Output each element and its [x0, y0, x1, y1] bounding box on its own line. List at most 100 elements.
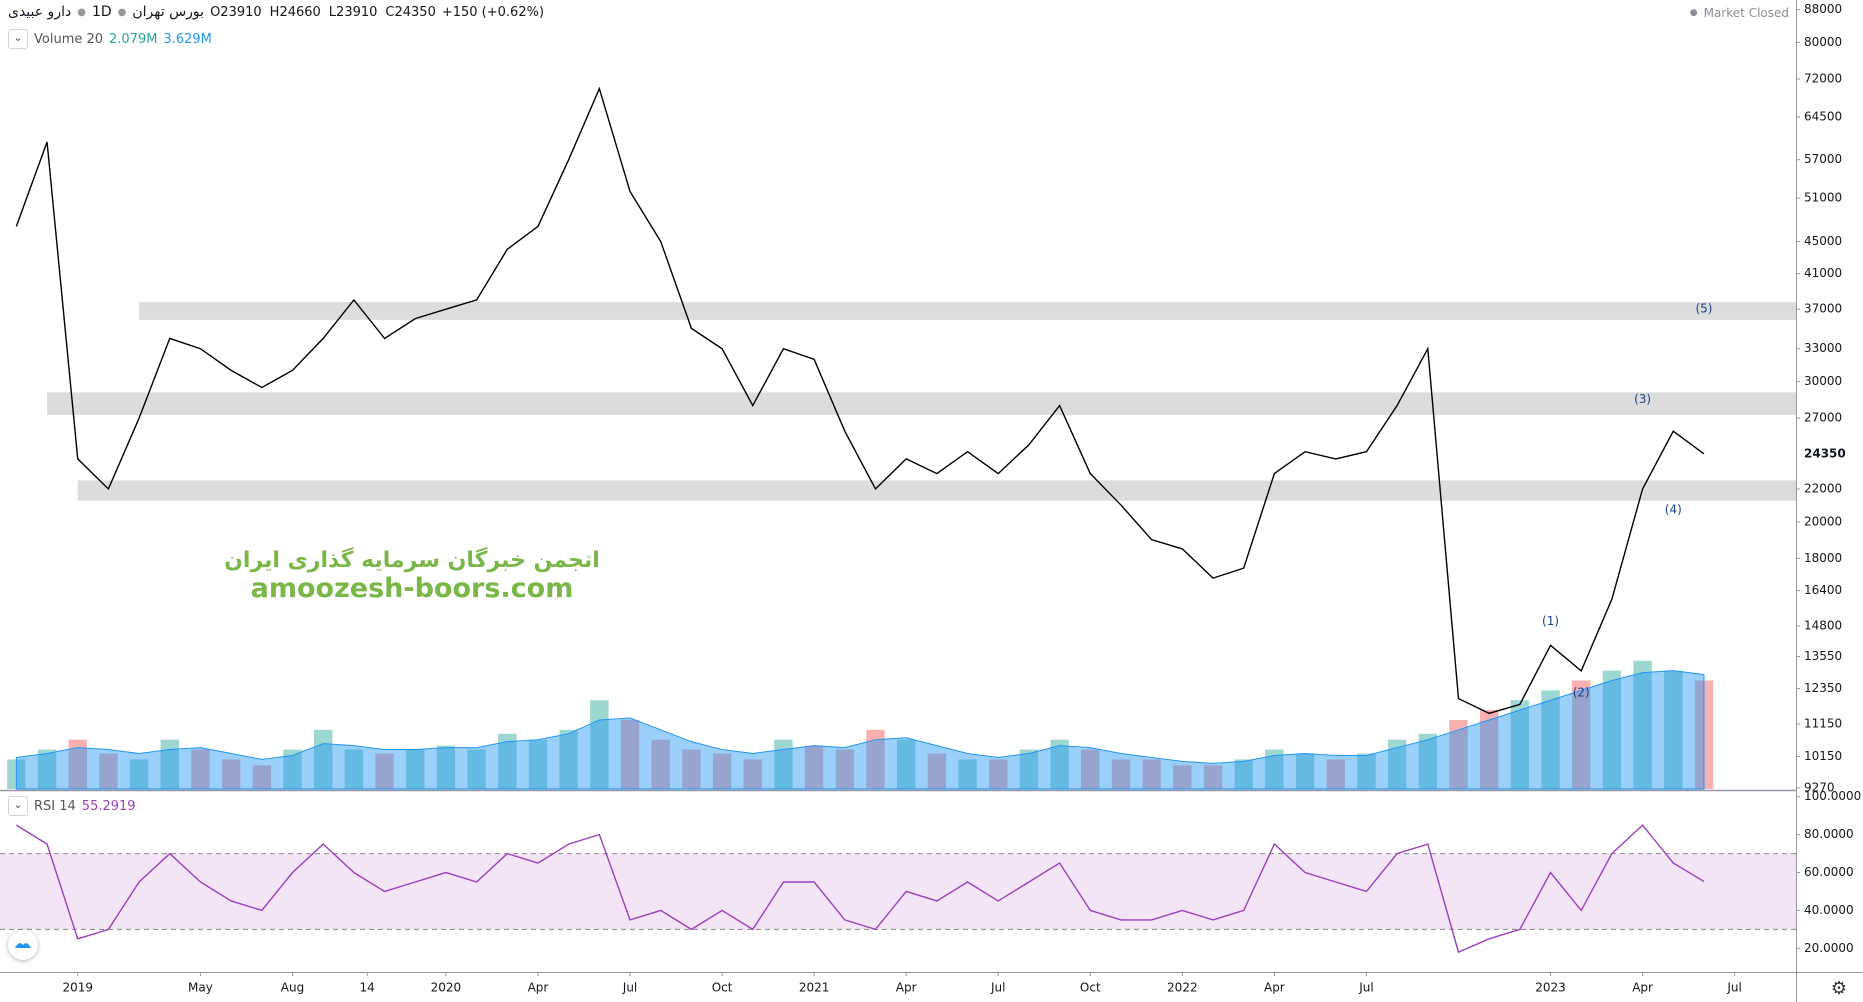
volume-bar [712, 753, 732, 789]
volume-bar [804, 745, 824, 789]
y-tick-label: 10150 [1804, 749, 1842, 763]
volume-bar [1510, 700, 1530, 789]
volume-bar [1173, 765, 1192, 789]
ohlc-item: O23910 [210, 5, 262, 20]
rsi-line [15, 824, 1705, 954]
watermark-line: amoozesh-boors.com [250, 573, 574, 604]
y-tick-label: 41000 [1804, 266, 1842, 280]
volume-bar [1664, 670, 1683, 789]
y-tick-label: 18000 [1804, 551, 1842, 565]
wave-label: (5) [1695, 302, 1712, 316]
last-price-box [1797, 444, 1863, 463]
price-axis-bg [1797, 0, 1863, 972]
volume-bar [1326, 759, 1345, 789]
price-line [15, 86, 1705, 715]
volume-bar [1234, 759, 1253, 789]
last-price-label: 24350 [1804, 446, 1846, 460]
x-tick-label: Jul [1726, 981, 1741, 995]
volume-bar [498, 733, 517, 789]
volume-bar [68, 739, 87, 789]
volume-bar [1295, 753, 1315, 789]
y-tick-label: 64500 [1804, 109, 1842, 123]
y-tick-label: 72000 [1804, 71, 1842, 85]
watermark-line: انجمن خبرگان سرمایه گذاری ایران [224, 548, 600, 573]
y-tick-label: 11150 [1804, 717, 1842, 731]
volume-bar [682, 749, 701, 789]
x-tick-label: Apr [528, 981, 549, 995]
volume-bar [191, 749, 210, 789]
y-tick-label: 100.0000 [1804, 789, 1861, 803]
volume-bar [1081, 749, 1100, 789]
volume-bar [252, 765, 272, 789]
y-tick-label: 60.0000 [1804, 865, 1854, 879]
volume-bar [1479, 710, 1499, 789]
ohlc-key: O [210, 4, 221, 20]
y-tick-label: 33000 [1804, 341, 1842, 355]
y-tick-label: 40.0000 [1804, 903, 1854, 917]
exchange: بورس تهران [132, 4, 205, 20]
x-tick-label: Jul [990, 981, 1005, 995]
y-tick-label: 37000 [1804, 302, 1842, 316]
volume-bar [1111, 759, 1131, 789]
volume-bar [927, 753, 947, 789]
ohlc-item: C24350 [385, 5, 435, 20]
x-tick-label: Oct [712, 981, 733, 995]
x-tick-label: 2023 [1535, 981, 1566, 995]
wave-label: (3) [1634, 392, 1651, 406]
ohlc-value: 23910 [220, 4, 262, 20]
wave-label: (4) [1665, 503, 1682, 517]
zone [47, 392, 1796, 415]
x-tick-label: 2020 [431, 981, 462, 995]
wave-label: (1) [1542, 614, 1559, 628]
ohlc-value: 24660 [279, 4, 321, 20]
volume-bar [313, 729, 333, 789]
y-tick-label: 80000 [1804, 35, 1842, 49]
y-tick-label: 16400 [1804, 583, 1842, 597]
volume-bar [743, 759, 762, 789]
volume-bar [99, 753, 118, 789]
x-tick-label: 2021 [799, 981, 830, 995]
volume-bar [37, 749, 57, 789]
ohlc-value: 24350 [394, 4, 436, 20]
ohlc: O23910 H24660 L23910 C24350 [210, 5, 436, 20]
ohlc-key: C [385, 4, 395, 20]
collapse-button[interactable]: ⌄ [8, 29, 28, 49]
volume-bar [528, 739, 548, 789]
settings-button[interactable]: ⚙ [1830, 978, 1847, 999]
y-tick-label: 9270 [1804, 780, 1835, 794]
interval[interactable]: 1D [91, 4, 112, 20]
y-tick-label: 12350 [1804, 681, 1842, 695]
volume-legend: ⌄ Volume 20 2.079M 3.629M [8, 29, 212, 49]
symbol-legend: دارو عبیدی ● 1D ● بورس تهران O23910 H24660 L… [8, 4, 545, 20]
change: +150 (+0.62%) [441, 4, 545, 20]
ohlc-key: H [269, 4, 280, 20]
x-tick-label: Jul [622, 981, 637, 995]
y-tick-label: 45000 [1804, 234, 1842, 248]
volume-bar [1387, 739, 1407, 789]
volume-bar [958, 759, 977, 789]
volume-bar [160, 739, 179, 789]
y-tick-label: 20.0000 [1804, 941, 1854, 955]
y-tick-label: 22000 [1804, 481, 1842, 495]
volume-bar [866, 729, 885, 789]
y-tick-label: 27000 [1804, 411, 1842, 425]
y-tick-label: 88000 [1804, 2, 1842, 16]
volume-name: Volume 20 [34, 31, 104, 47]
volume-bar [283, 749, 302, 789]
x-tick-label: Aug [281, 981, 304, 995]
x-tick-label: Apr [896, 981, 917, 995]
volume-bar [989, 759, 1008, 789]
volume-bar [1633, 660, 1652, 789]
volume-bar [1050, 739, 1069, 789]
volume-ma-area [15, 670, 1705, 790]
volume-bar [896, 739, 916, 789]
logo[interactable] [8, 930, 38, 960]
status-text: Market Closed [1703, 6, 1789, 20]
y-tick-label: 57000 [1804, 152, 1842, 166]
rsi-legend: ⌄ RSI 14 55.2919 [8, 796, 136, 816]
volume-bar [1203, 765, 1223, 789]
collapse-button[interactable]: ⌄ [8, 796, 28, 816]
volume-bar [620, 719, 640, 789]
